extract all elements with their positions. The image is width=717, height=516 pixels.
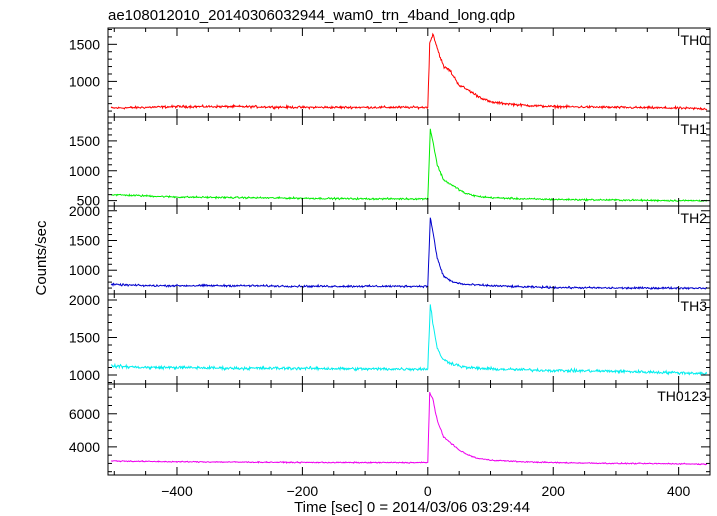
panel-label-th0: TH0 xyxy=(681,32,708,48)
y-tick-label: 1500 xyxy=(69,330,100,346)
y-tick-label: 1000 xyxy=(69,262,100,278)
panel-th0: 1000 1500 TH0 xyxy=(69,27,711,118)
series-line-th1 xyxy=(110,128,708,203)
panel-th1: 500 1000 1500 TH1 xyxy=(69,116,711,209)
panel-frame xyxy=(107,383,711,476)
x-tick-label: 0 xyxy=(424,483,432,499)
panel-label-th1: TH1 xyxy=(681,121,708,137)
y-tick-label: 1000 xyxy=(69,367,100,383)
y-tick-label: 1000 xyxy=(69,73,100,89)
panel-frame xyxy=(107,293,711,385)
x-tick-label: −200 xyxy=(287,483,319,499)
y-axis-label: Counts/sec xyxy=(33,220,50,296)
panel-th0123: 4000 6000 TH0123 xyxy=(69,383,711,476)
panel-frame xyxy=(107,205,711,295)
series-line-th0123 xyxy=(110,392,708,466)
panel-label-th0123: TH0123 xyxy=(657,388,707,404)
y-tick-label: 500 xyxy=(77,193,101,209)
series-line-th0 xyxy=(110,32,708,111)
panel-label-th2: TH2 xyxy=(681,210,708,226)
panel-th3: 1000 1500 2000 TH3 xyxy=(69,292,711,385)
panels-group: 1000 1500 TH0 500 1000 1500 TH1 1000 1500 2000 TH2… xyxy=(69,27,711,476)
panel-frame xyxy=(107,27,711,118)
y-tick-label: 2000 xyxy=(69,292,100,308)
y-tick-label: 1500 xyxy=(69,232,100,248)
panel-label-th3: TH3 xyxy=(681,298,708,314)
panel-frame xyxy=(107,116,711,207)
panel-th2: 1000 1500 2000 TH2 xyxy=(69,203,711,295)
y-tick-label: 4000 xyxy=(69,439,100,455)
y-tick-label: 6000 xyxy=(69,406,100,422)
series-line-th2 xyxy=(110,217,707,291)
y-tick-label: 1500 xyxy=(69,133,100,149)
y-tick-label: 2000 xyxy=(69,203,100,219)
chart-title: ae108012010_20140306032944_wam0_trn_4ban… xyxy=(108,7,515,24)
x-tick-label: 200 xyxy=(542,483,566,499)
series-line-th3 xyxy=(111,304,708,376)
y-tick-label: 1500 xyxy=(69,36,100,52)
x-axis: −400 −200 0 200 400 xyxy=(161,483,690,499)
x-tick-label: 400 xyxy=(667,483,691,499)
x-axis-label: Time [sec] 0 = 2014/03/06 03:29:44 xyxy=(294,499,530,516)
y-tick-label: 1000 xyxy=(69,163,100,179)
x-tick-label: −400 xyxy=(161,483,193,499)
